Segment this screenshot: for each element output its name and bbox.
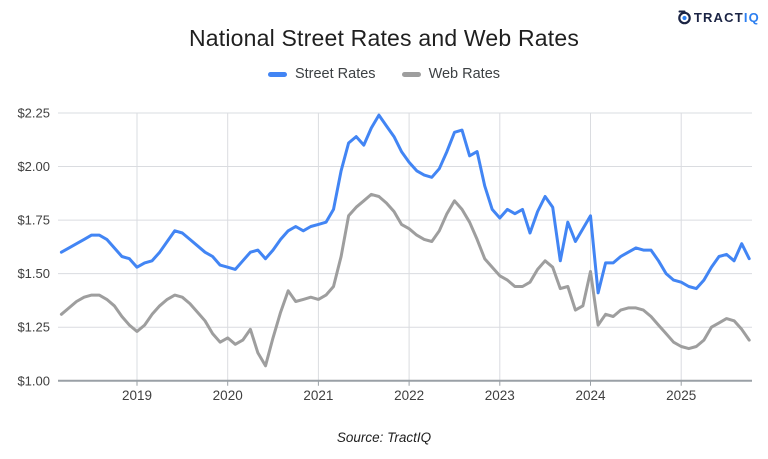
chart-legend: Street Rates Web Rates [0,63,768,85]
y-axis-label: $1.25 [17,320,50,335]
legend-label-street-rates: Street Rates [294,66,376,82]
y-axis-label: $2.25 [17,106,50,121]
x-axis-label: 2019 [122,388,152,403]
x-axis-label: 2024 [575,388,606,403]
logo-text: TRACTIQ [694,10,760,25]
line-series-street-rates [59,113,751,295]
y-axis-label: $1.75 [17,213,50,228]
tractiq-logo-icon [678,10,691,25]
legend-item-web-rates: Web Rates [401,66,501,82]
chart-title: National Street Rates and Web Rates [188,25,580,51]
y-axis-label: $2.00 [17,159,50,174]
x-axis-label: 2021 [303,388,333,403]
x-axis-label: 2020 [213,388,243,403]
legend-item-street-rates: Street Rates [267,66,376,82]
legend-label-web-rates: Web Rates [428,66,501,82]
legend-swatch-web-rates [401,71,421,77]
x-axis-label: 2022 [394,388,424,403]
x-axis-label: 2025 [666,388,696,403]
legend-swatch-street-rates [267,71,287,77]
y-axis-label: $1.50 [17,266,50,281]
source-caption: Source: TractIQ [336,430,432,445]
line-series-web-rates [59,192,751,368]
y-axis-label: $1.00 [17,373,50,388]
x-axis-label: 2023 [485,388,515,403]
tractiq-logo: TRACTIQ [677,10,760,25]
logo-text-secondary: IQ [743,10,760,25]
logo-text-primary: TRACT [693,10,744,25]
